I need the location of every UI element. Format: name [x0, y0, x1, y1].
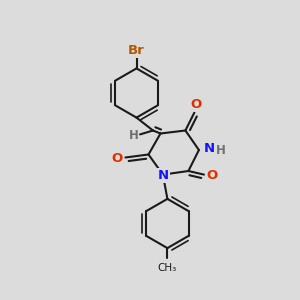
Text: N: N [204, 142, 215, 155]
Text: H: H [129, 129, 138, 142]
Text: O: O [111, 152, 123, 165]
Text: O: O [190, 98, 202, 112]
Text: H: H [216, 143, 225, 157]
Text: CH₃: CH₃ [158, 263, 177, 273]
Text: O: O [206, 169, 218, 182]
Text: Br: Br [128, 44, 145, 57]
Text: N: N [158, 169, 169, 182]
